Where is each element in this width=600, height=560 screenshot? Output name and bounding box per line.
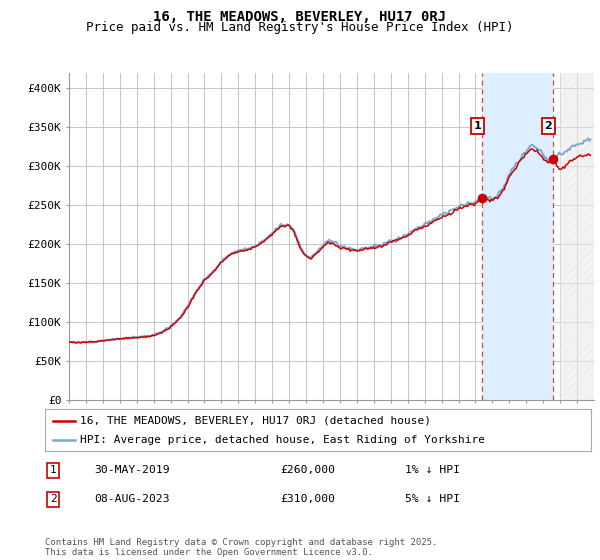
- Text: HPI: Average price, detached house, East Riding of Yorkshire: HPI: Average price, detached house, East…: [80, 435, 485, 445]
- Text: £260,000: £260,000: [280, 465, 335, 475]
- Text: 16, THE MEADOWS, BEVERLEY, HU17 0RJ (detached house): 16, THE MEADOWS, BEVERLEY, HU17 0RJ (det…: [80, 416, 431, 426]
- Bar: [560, 73, 594, 400]
- Text: 30-MAY-2019: 30-MAY-2019: [94, 465, 170, 475]
- Text: 5% ↓ HPI: 5% ↓ HPI: [406, 494, 460, 504]
- Text: Contains HM Land Registry data © Crown copyright and database right 2025.
This d: Contains HM Land Registry data © Crown c…: [45, 538, 437, 557]
- Text: 2: 2: [544, 121, 552, 131]
- Text: 08-AUG-2023: 08-AUG-2023: [94, 494, 170, 504]
- Text: 1: 1: [473, 121, 481, 131]
- Text: 16, THE MEADOWS, BEVERLEY, HU17 0RJ: 16, THE MEADOWS, BEVERLEY, HU17 0RJ: [154, 10, 446, 24]
- Text: £310,000: £310,000: [280, 494, 335, 504]
- Bar: [482, 73, 553, 400]
- Text: Price paid vs. HM Land Registry's House Price Index (HPI): Price paid vs. HM Land Registry's House …: [86, 21, 514, 34]
- Text: 1: 1: [50, 465, 56, 475]
- Text: 2: 2: [50, 494, 56, 504]
- Text: 1% ↓ HPI: 1% ↓ HPI: [406, 465, 460, 475]
